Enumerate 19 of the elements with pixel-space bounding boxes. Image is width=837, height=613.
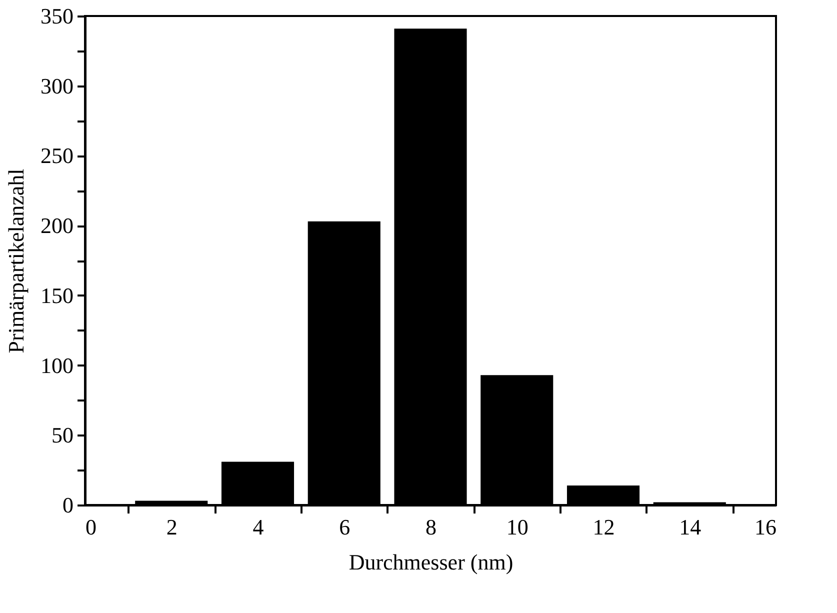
y-tick-label: 200 [40, 213, 74, 238]
x-tick-label: 16 [754, 514, 776, 540]
x-tick-label: 4 [252, 514, 264, 540]
x-tick-label: 14 [679, 514, 702, 540]
y-tick-label: 150 [40, 282, 74, 308]
x-tick-label: 6 [339, 514, 350, 540]
y-tick-label: 350 [40, 4, 74, 28]
y-tick-label: 300 [40, 73, 74, 98]
x-tick-label: 10 [506, 514, 528, 540]
y-tick-label: 0 [62, 492, 74, 518]
y-tick-label: 250 [40, 143, 74, 168]
y-axis-title: Primärpartikelanzahl [4, 168, 28, 354]
y-tick-label: 100 [40, 352, 74, 378]
y-tick-label: 50 [52, 422, 74, 448]
x-axis-title: Durchmesser (nm) [348, 550, 514, 574]
x-tick-label: 0 [86, 514, 96, 540]
x-tick-label: 2 [166, 514, 178, 540]
x-tick-label: 8 [426, 514, 436, 540]
x-tick-label: 12 [592, 514, 615, 540]
